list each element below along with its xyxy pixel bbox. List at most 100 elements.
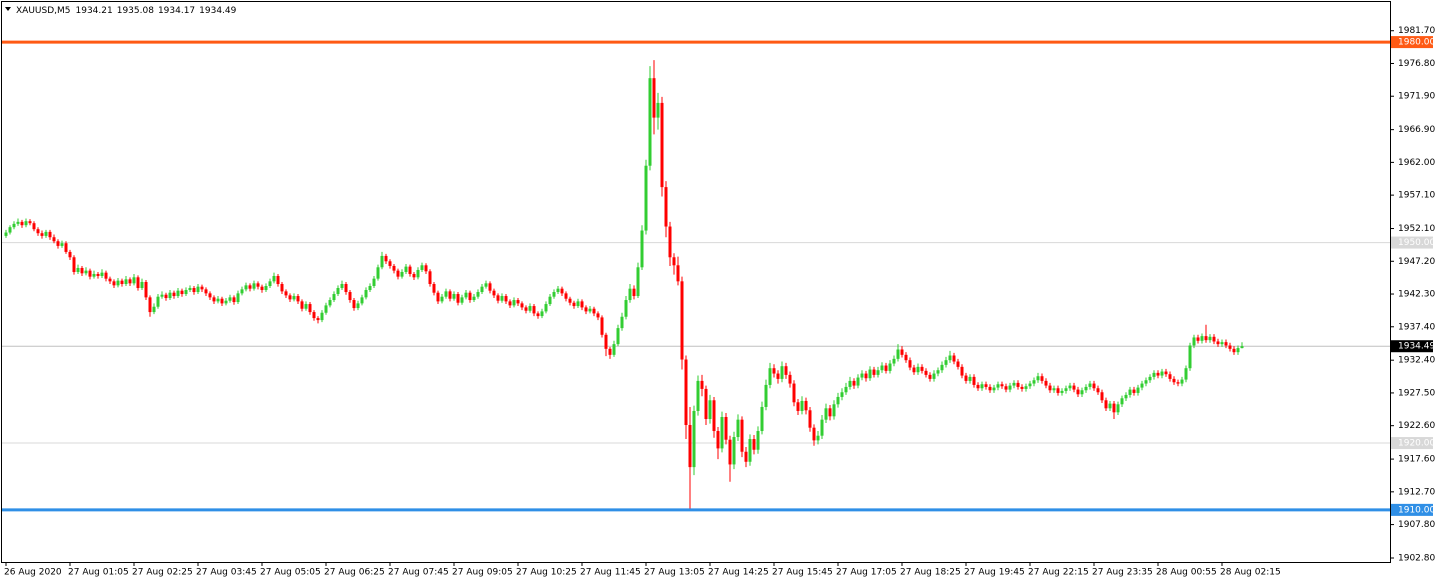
candle-body	[116, 280, 120, 286]
candle-body	[536, 313, 540, 317]
candle-body	[220, 298, 224, 304]
candle-body	[432, 284, 436, 293]
candle-body	[616, 328, 620, 345]
candle-body	[268, 281, 272, 287]
candle-body	[948, 355, 952, 361]
candle-body	[544, 304, 548, 312]
candle-body	[816, 435, 820, 441]
candle-body	[324, 305, 328, 313]
candle-body	[496, 295, 500, 301]
symbol-menu-arrow[interactable]	[5, 7, 11, 11]
candle-body	[804, 400, 808, 411]
candle-body	[92, 273, 96, 277]
candle-body	[456, 294, 460, 303]
candle-body	[516, 300, 520, 304]
candle-body	[1088, 383, 1092, 387]
candle-body	[1160, 371, 1164, 376]
y-tick-label: 1976.80	[1398, 59, 1435, 69]
candle-body	[620, 316, 624, 329]
candle-body	[952, 355, 956, 362]
candle-body	[1000, 384, 1004, 387]
candle-body	[1148, 376, 1152, 381]
candle-body	[784, 366, 788, 375]
candle-body	[684, 359, 688, 426]
candle-body	[512, 300, 516, 306]
x-tick-label: 27 Aug 05:05	[260, 568, 321, 578]
level-label: 1920.00	[1398, 439, 1435, 449]
candle-body	[1168, 374, 1172, 379]
candle-body	[292, 296, 296, 300]
chart-header: XAUUSD,M5 1934.21 1935.08 1934.17 1934.49	[16, 6, 237, 16]
candle-body	[212, 297, 216, 302]
candle-body	[48, 231, 52, 238]
candle-body	[872, 369, 876, 375]
candle-body	[508, 301, 512, 306]
y-tick-label: 1981.70	[1398, 26, 1435, 36]
candle-body	[76, 267, 80, 272]
candle-body	[644, 165, 648, 231]
candle-body	[108, 278, 112, 282]
candle-body	[600, 317, 604, 335]
candle-body	[1016, 382, 1020, 387]
x-tick-label: 27 Aug 23:35	[1092, 568, 1153, 578]
y-tick-label: 1937.40	[1398, 322, 1435, 332]
candle-body	[428, 271, 432, 285]
candle-body	[1096, 388, 1100, 393]
candle-body	[248, 285, 252, 289]
candle-body	[384, 255, 388, 262]
level-label-box	[1391, 437, 1433, 450]
candle-body	[1068, 385, 1072, 389]
candle-body	[688, 425, 692, 468]
candle-body	[1152, 372, 1156, 377]
candle-body	[720, 416, 724, 449]
candle-body	[788, 374, 792, 384]
candle-body	[972, 376, 976, 385]
x-tick-label: 27 Aug 09:05	[452, 568, 513, 578]
candle-body	[308, 304, 312, 313]
candle-body	[740, 419, 744, 452]
candle-body	[192, 288, 196, 293]
x-tick-label: 27 Aug 15:45	[772, 568, 833, 578]
candle-body	[468, 292, 472, 301]
candles	[4, 60, 1244, 509]
candle-body	[1128, 389, 1132, 395]
candle-body	[1204, 336, 1208, 341]
candle-body	[244, 285, 248, 290]
candle-body	[196, 286, 200, 293]
y-tick-label: 1907.80	[1398, 520, 1435, 530]
candle-body	[1156, 372, 1160, 376]
candle-body	[448, 291, 452, 299]
candle-body	[340, 284, 344, 289]
candle-body	[772, 368, 776, 374]
candle-body	[300, 301, 304, 309]
candle-body	[1136, 387, 1140, 393]
candle-body	[1140, 383, 1144, 388]
candle-body	[476, 292, 480, 297]
candle-body	[484, 283, 488, 287]
candle-body	[640, 230, 644, 268]
candle-body	[760, 406, 764, 432]
candle-body	[864, 373, 868, 379]
candle-body	[552, 292, 556, 297]
plot-frame	[1, 1, 1391, 563]
y-tick-label: 1902.80	[1398, 553, 1435, 563]
candle-body	[1120, 398, 1124, 405]
candle-body	[1012, 382, 1016, 386]
candle-body	[904, 354, 908, 361]
candle-body	[936, 370, 940, 374]
candle-body	[1060, 390, 1064, 393]
candle-body	[588, 308, 592, 312]
candle-body	[32, 223, 36, 230]
candle-body	[132, 277, 136, 284]
candle-body	[1044, 380, 1048, 386]
close-price: 1934.49	[199, 6, 236, 16]
candle-body	[652, 78, 656, 118]
candle-body	[1032, 380, 1036, 384]
candle-body	[8, 227, 12, 233]
candle-body	[144, 282, 148, 298]
candle-body	[1092, 383, 1096, 389]
candle-body	[80, 267, 84, 274]
candle-body	[1224, 342, 1228, 346]
candle-body	[56, 241, 60, 246]
levels	[2, 40, 1390, 512]
